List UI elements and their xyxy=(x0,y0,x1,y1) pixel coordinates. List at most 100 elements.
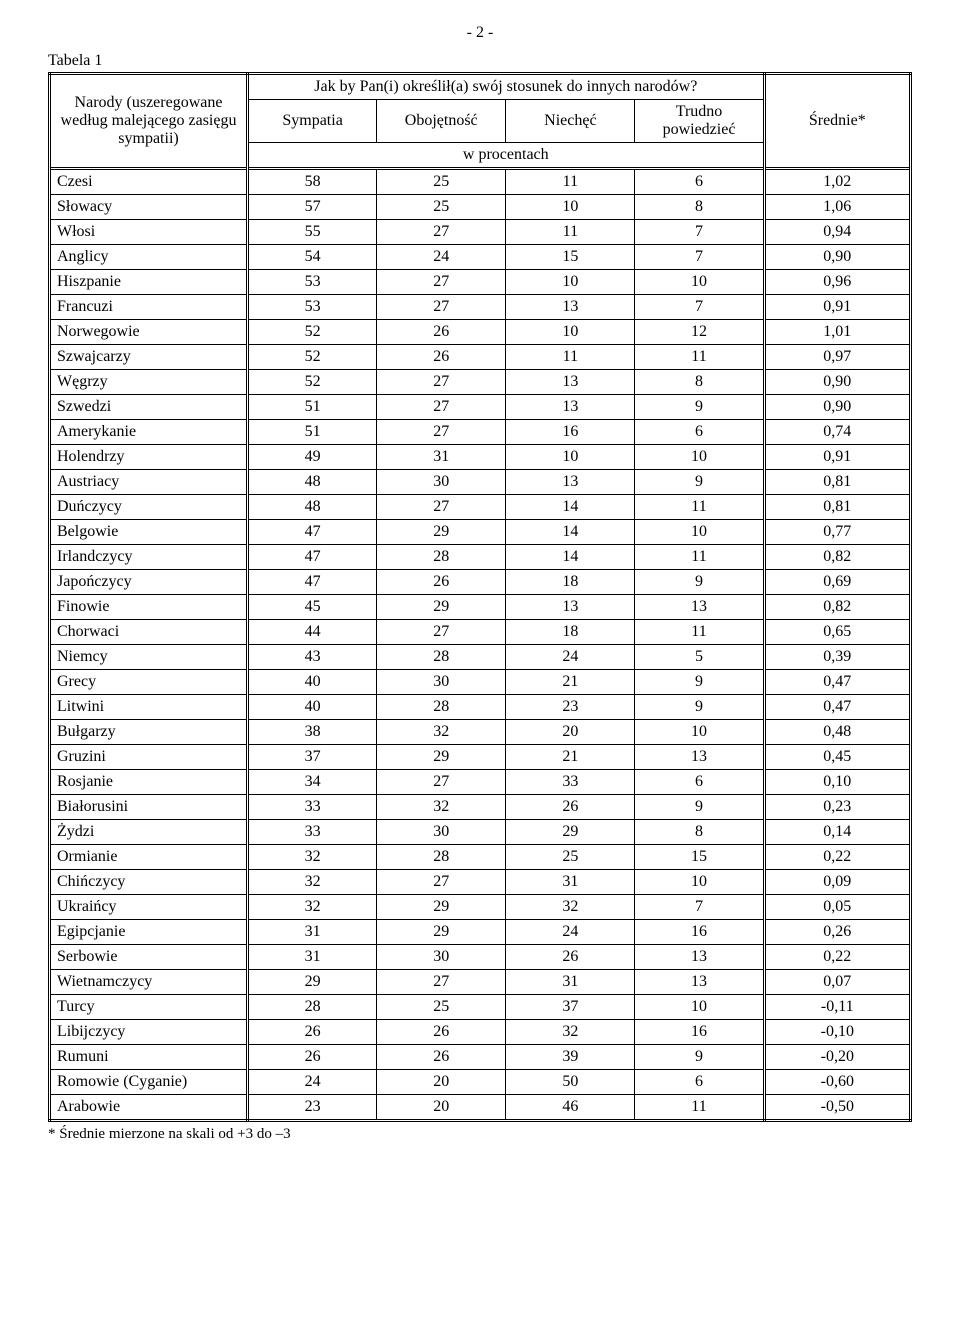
nation-cell: Holendrzy xyxy=(50,445,248,470)
header-obojetnosc: Obojętność xyxy=(377,100,506,143)
value-cell: 27 xyxy=(377,495,506,520)
value-cell: 6 xyxy=(635,169,764,195)
value-cell: 27 xyxy=(377,620,506,645)
nation-cell: Rosjanie xyxy=(50,770,248,795)
value-cell: 30 xyxy=(377,945,506,970)
average-cell: 0,91 xyxy=(764,295,910,320)
average-cell: 0,39 xyxy=(764,645,910,670)
average-cell: 0,23 xyxy=(764,795,910,820)
value-cell: 11 xyxy=(635,1095,764,1121)
value-cell: 10 xyxy=(635,520,764,545)
table-row: Rumuni2626399-0,20 xyxy=(50,1045,911,1070)
value-cell: 32 xyxy=(506,1020,635,1045)
nation-cell: Słowacy xyxy=(50,195,248,220)
average-cell: 0,81 xyxy=(764,495,910,520)
average-cell: 0,90 xyxy=(764,245,910,270)
table-row: Szwedzi51271390,90 xyxy=(50,395,911,420)
value-cell: 27 xyxy=(377,270,506,295)
average-cell: 1,02 xyxy=(764,169,910,195)
average-cell: 0,74 xyxy=(764,420,910,445)
value-cell: 51 xyxy=(248,395,377,420)
table-row: Hiszpanie532710100,96 xyxy=(50,270,911,295)
value-cell: 55 xyxy=(248,220,377,245)
nation-cell: Grecy xyxy=(50,670,248,695)
nation-cell: Norwegowie xyxy=(50,320,248,345)
header-niechec: Niechęć xyxy=(506,100,635,143)
table-row: Amerykanie51271660,74 xyxy=(50,420,911,445)
value-cell: 10 xyxy=(635,445,764,470)
average-cell: 0,05 xyxy=(764,895,910,920)
value-cell: 5 xyxy=(635,645,764,670)
value-cell: 29 xyxy=(377,895,506,920)
value-cell: 28 xyxy=(248,995,377,1020)
table-row: Wietnamczycy292731130,07 xyxy=(50,970,911,995)
value-cell: 13 xyxy=(635,595,764,620)
value-cell: 45 xyxy=(248,595,377,620)
value-cell: 26 xyxy=(506,945,635,970)
average-cell: -0,20 xyxy=(764,1045,910,1070)
value-cell: 13 xyxy=(506,370,635,395)
average-cell: 0,90 xyxy=(764,395,910,420)
value-cell: 7 xyxy=(635,245,764,270)
value-cell: 31 xyxy=(248,920,377,945)
value-cell: 9 xyxy=(635,395,764,420)
value-cell: 21 xyxy=(506,745,635,770)
value-cell: 16 xyxy=(635,1020,764,1045)
value-cell: 47 xyxy=(248,570,377,595)
value-cell: 9 xyxy=(635,695,764,720)
value-cell: 20 xyxy=(506,720,635,745)
value-cell: 27 xyxy=(377,420,506,445)
value-cell: 13 xyxy=(506,295,635,320)
value-cell: 26 xyxy=(248,1020,377,1045)
nation-cell: Rumuni xyxy=(50,1045,248,1070)
nation-cell: Bułgarzy xyxy=(50,720,248,745)
value-cell: 24 xyxy=(506,645,635,670)
table-row: Niemcy43282450,39 xyxy=(50,645,911,670)
value-cell: 53 xyxy=(248,295,377,320)
value-cell: 32 xyxy=(248,845,377,870)
value-cell: 6 xyxy=(635,770,764,795)
table-row: Irlandczycy472814110,82 xyxy=(50,545,911,570)
value-cell: 8 xyxy=(635,820,764,845)
value-cell: 26 xyxy=(248,1045,377,1070)
table-row: Chińczycy322731100,09 xyxy=(50,870,911,895)
value-cell: 13 xyxy=(635,745,764,770)
average-cell: 1,01 xyxy=(764,320,910,345)
value-cell: 26 xyxy=(506,795,635,820)
value-cell: 24 xyxy=(248,1070,377,1095)
value-cell: 44 xyxy=(248,620,377,645)
header-question: Jak by Pan(i) określił(a) swój stosunek … xyxy=(248,74,765,100)
value-cell: 31 xyxy=(506,870,635,895)
value-cell: 25 xyxy=(377,195,506,220)
value-cell: 50 xyxy=(506,1070,635,1095)
value-cell: 12 xyxy=(635,320,764,345)
average-cell: 0,47 xyxy=(764,670,910,695)
page-number: - 2 - xyxy=(48,24,912,42)
value-cell: 27 xyxy=(377,220,506,245)
value-cell: 58 xyxy=(248,169,377,195)
value-cell: 10 xyxy=(635,720,764,745)
value-cell: 40 xyxy=(248,670,377,695)
nation-cell: Chorwaci xyxy=(50,620,248,645)
value-cell: 43 xyxy=(248,645,377,670)
value-cell: 14 xyxy=(506,545,635,570)
value-cell: 32 xyxy=(248,895,377,920)
value-cell: 10 xyxy=(635,995,764,1020)
value-cell: 32 xyxy=(377,795,506,820)
table-row: Ukraińcy32293270,05 xyxy=(50,895,911,920)
table-row: Czesi58251161,02 xyxy=(50,169,911,195)
value-cell: 11 xyxy=(635,345,764,370)
value-cell: 49 xyxy=(248,445,377,470)
table-row: Francuzi53271370,91 xyxy=(50,295,911,320)
value-cell: 11 xyxy=(635,495,764,520)
average-cell: 0,69 xyxy=(764,570,910,595)
value-cell: 40 xyxy=(248,695,377,720)
value-cell: 10 xyxy=(635,870,764,895)
value-cell: 39 xyxy=(506,1045,635,1070)
value-cell: 21 xyxy=(506,670,635,695)
value-cell: 53 xyxy=(248,270,377,295)
header-nations: Narody (uszeregowane według malejącego z… xyxy=(50,74,248,169)
nation-cell: Wietnamczycy xyxy=(50,970,248,995)
nation-cell: Chińczycy xyxy=(50,870,248,895)
nation-cell: Niemcy xyxy=(50,645,248,670)
